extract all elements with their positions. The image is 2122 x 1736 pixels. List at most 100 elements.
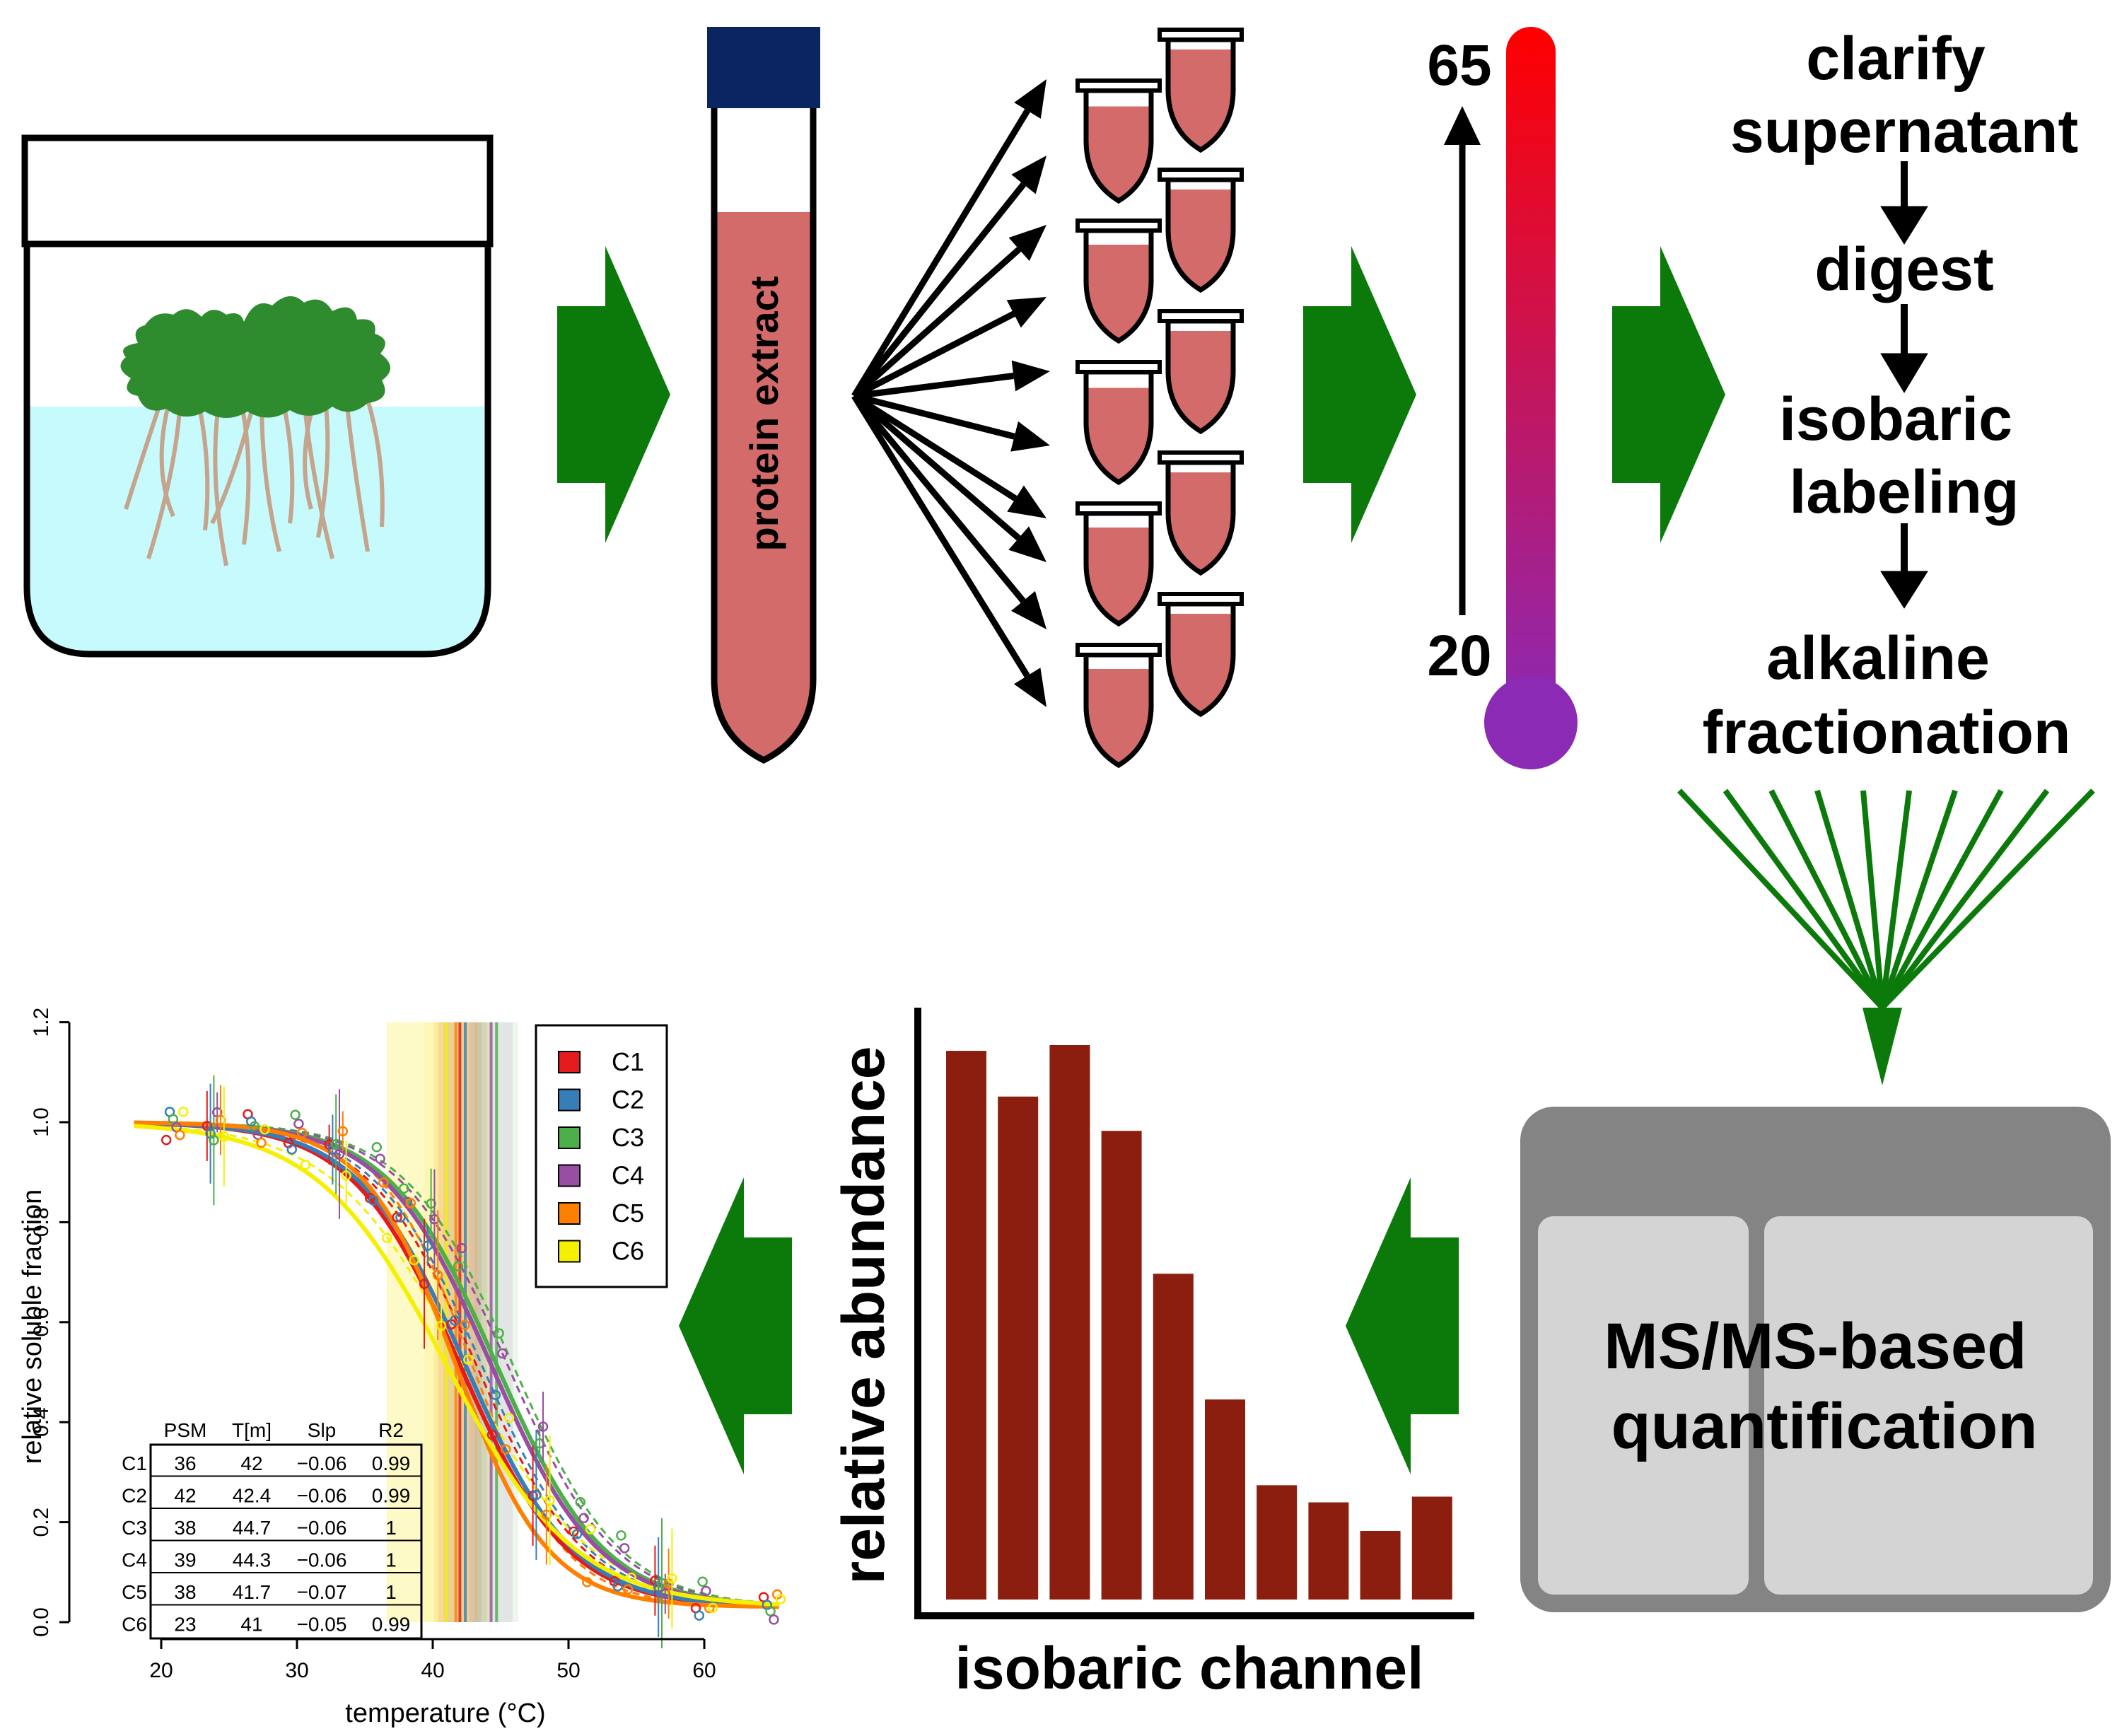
- table-header: T[m]: [232, 1419, 272, 1441]
- data-point: [463, 1354, 474, 1365]
- fraction-fan: [1677, 788, 2095, 1085]
- legend-swatch: [558, 1240, 581, 1263]
- table-cell: −0.06: [297, 1517, 347, 1539]
- data-point: [168, 1114, 179, 1124]
- split-arrow-head: [1011, 360, 1050, 392]
- aliquot-outline: [1165, 37, 1236, 153]
- temperature-arrowhead: [1444, 106, 1481, 145]
- table-header: R2: [378, 1419, 404, 1441]
- split-arrow-head: [1006, 297, 1047, 328]
- aliquot-outline: [1083, 369, 1154, 486]
- aliquot-tube: [1158, 28, 1244, 153]
- data-point: [293, 1118, 304, 1129]
- data-point: [456, 1242, 467, 1254]
- data-point: [626, 1572, 637, 1583]
- culture-jar: [21, 134, 494, 658]
- aliquot-cap: [1158, 309, 1244, 323]
- step-alkaline-fractionation: alkaline fractionation: [1703, 624, 2071, 767]
- data-point: [585, 1524, 596, 1534]
- split-arrow-head: [1007, 485, 1047, 518]
- data-point: [161, 1134, 172, 1146]
- data-point: [701, 1585, 711, 1597]
- aliquot-tube: [1075, 219, 1162, 344]
- table-cell: −0.06: [297, 1485, 347, 1507]
- aliquot-outline: [1083, 88, 1154, 204]
- table-cell: 42: [174, 1485, 196, 1507]
- table-frame: [149, 1443, 423, 1640]
- data-point: [405, 1198, 416, 1208]
- data-points: [161, 1075, 786, 1648]
- tube-outline: [711, 106, 817, 764]
- abundance-bar: [946, 1051, 986, 1600]
- abundance-chart: relative abundance isobaric channel: [830, 1008, 1474, 1701]
- data-point: [704, 1602, 715, 1614]
- aliquot-tube: [1075, 78, 1162, 204]
- legend-label: C2: [612, 1085, 644, 1114]
- x-tick-label: 20: [149, 1659, 173, 1682]
- aliquot-cap: [1158, 450, 1244, 465]
- table-cell: 42: [240, 1452, 262, 1474]
- aliquot-cap: [1075, 78, 1162, 93]
- abundance-bar: [1308, 1502, 1349, 1600]
- arrow-jar-to-extract: [557, 246, 670, 543]
- y-tick-label: 0.2: [30, 1508, 53, 1537]
- aliquot-cap: [1075, 219, 1162, 233]
- data-point: [494, 1328, 504, 1339]
- jar-medium: [27, 407, 488, 654]
- table-cell: 23: [174, 1614, 196, 1636]
- data-point: [175, 1129, 185, 1141]
- split-arrow-shaft: [852, 310, 1015, 400]
- data-point: [575, 1496, 586, 1508]
- table-cell: 44.3: [233, 1549, 272, 1571]
- aliquot-outline: [1165, 177, 1236, 293]
- y-tick-label: 0.4: [30, 1407, 53, 1437]
- aliquot-cap: [1158, 168, 1244, 182]
- y-tick-label: 1.2: [30, 1008, 53, 1037]
- split-arrow-shaft: [851, 109, 1030, 398]
- abundance-xlabel: isobaric channel: [955, 1635, 1424, 1701]
- data-point: [612, 1581, 623, 1592]
- data-point: [409, 1254, 419, 1266]
- data-point: [368, 1195, 379, 1206]
- fit-dashed-curve: [134, 1122, 779, 1607]
- plant-leaves: [120, 296, 391, 418]
- data-point: [769, 1614, 779, 1625]
- data-point: [449, 1315, 460, 1326]
- legend-swatch: [558, 1202, 581, 1225]
- workflow-down-arrows: [1880, 161, 1928, 609]
- data-point: [296, 1127, 308, 1138]
- split-arrow-shaft: [851, 394, 1030, 678]
- ms-panel-left: [1538, 1216, 1749, 1595]
- y-tick-label: 1.0: [30, 1107, 53, 1137]
- aliquot-tube: [1075, 643, 1162, 769]
- aliquot-tube: [1075, 360, 1162, 486]
- aliquot-tube: [1158, 309, 1244, 435]
- data-point: [300, 1160, 311, 1170]
- data-point: [619, 1543, 630, 1554]
- abundance-bar: [1153, 1274, 1194, 1600]
- protein-extract-label: protein extract: [742, 276, 786, 552]
- aliquot-outline: [1083, 511, 1154, 627]
- aliquot-liquid: [1086, 669, 1151, 765]
- table-cell: 1: [385, 1517, 397, 1539]
- fraction-line: [1880, 788, 2095, 1010]
- data-point: [378, 1177, 389, 1188]
- jar-body: [23, 240, 491, 658]
- abundance-bar: [1257, 1485, 1298, 1600]
- fraction-line: [1879, 790, 1912, 1008]
- fraction-line: [1768, 789, 1885, 1009]
- legend-label: C6: [612, 1237, 644, 1266]
- table-cell: 1: [385, 1581, 397, 1603]
- table-header: PSM: [164, 1419, 207, 1441]
- legend-swatch: [558, 1088, 581, 1112]
- split-arrows: [851, 79, 1050, 707]
- aliquot-liquid: [1086, 528, 1151, 624]
- data-point: [392, 1212, 402, 1223]
- table-row-label: C3: [122, 1517, 147, 1539]
- data-point: [571, 1529, 583, 1539]
- fraction-line: [1879, 789, 1958, 1009]
- split-arrow-shaft: [853, 392, 1015, 440]
- thermo-low-label: 20: [1427, 624, 1491, 688]
- aliquot-cap: [1075, 501, 1162, 515]
- aliquot-outline: [1083, 228, 1154, 344]
